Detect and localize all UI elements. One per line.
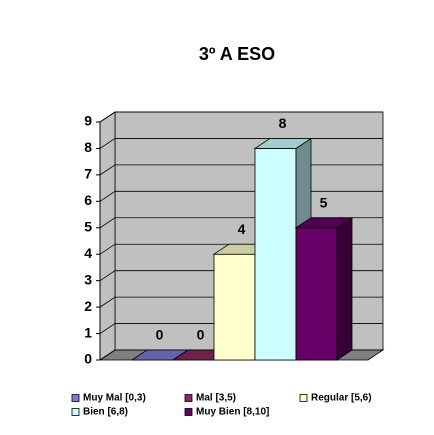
data-label: 0: [197, 327, 205, 343]
data-label: 4: [238, 221, 246, 237]
y-tick-label: 3: [84, 271, 92, 287]
bar-front: [213, 253, 256, 361]
data-label: 5: [320, 194, 328, 210]
data-label: 0: [156, 327, 164, 343]
legend-label: Muy Mal [0,3): [83, 393, 146, 404]
legend-swatch: [71, 408, 80, 416]
legend-swatch: [184, 394, 193, 402]
y-tick-label: 5: [84, 218, 92, 234]
grid-line: [99, 111, 383, 123]
legend-label: Regular [5,6): [311, 393, 372, 404]
bar-front: [254, 148, 297, 361]
y-tick-label: 0: [84, 351, 92, 367]
legend-swatch: [184, 408, 193, 416]
y-tick-label: 1: [84, 324, 92, 340]
chart-title: 3º A ESO: [199, 44, 275, 64]
y-tick-label: 4: [84, 245, 92, 261]
legend-swatch: [71, 394, 80, 402]
y-tick-label: 9: [84, 113, 92, 129]
legend-label: Mal [3,5): [196, 393, 236, 404]
y-tick-label: 7: [84, 166, 92, 182]
legend-label: Muy Bien [8,10]: [196, 407, 269, 418]
bar-front: [295, 227, 338, 361]
y-tick-label: 6: [84, 192, 92, 208]
legend-swatch: [299, 394, 308, 402]
bar-top: [294, 217, 354, 229]
side-wall: [99, 111, 116, 361]
bar-top: [253, 138, 313, 149]
data-label: 8: [279, 115, 287, 131]
legend-label: Bien [6,8): [83, 407, 128, 418]
y-tick-label: 2: [84, 298, 92, 314]
y-tick-label: 8: [84, 139, 92, 155]
bar-side: [336, 217, 353, 361]
